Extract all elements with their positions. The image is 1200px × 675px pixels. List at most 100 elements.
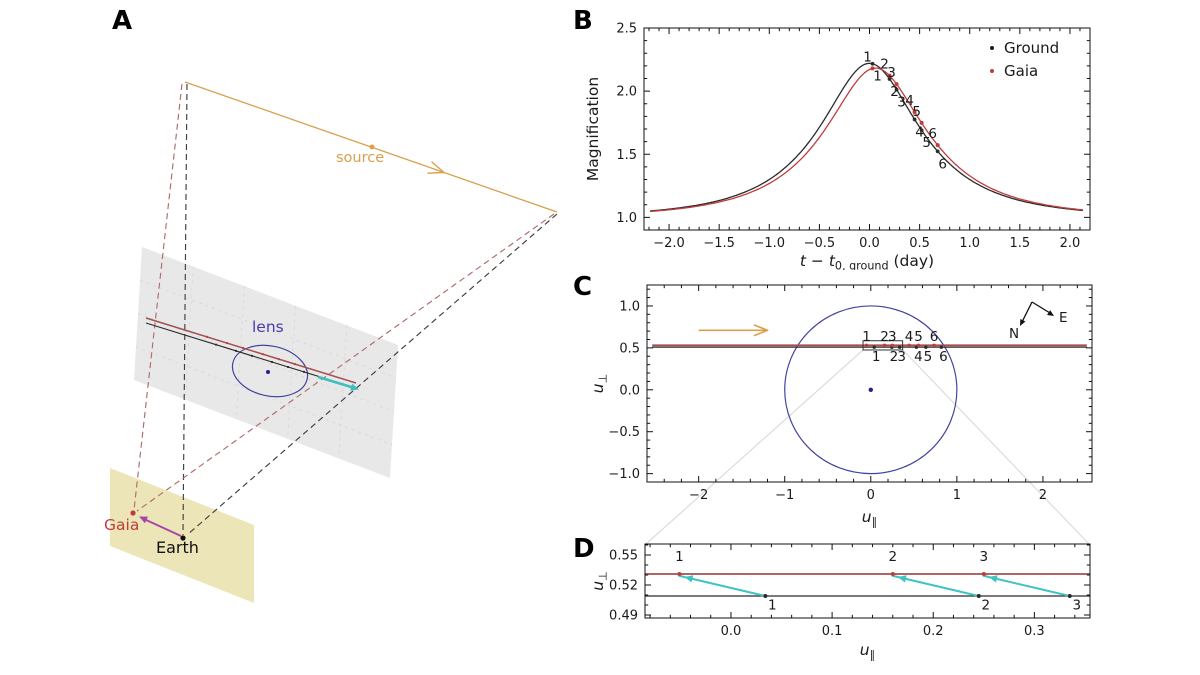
ground-epoch-mark: [234, 349, 238, 352]
x-tick-label: −1.5: [703, 236, 735, 251]
gaia-epoch-number: 3: [887, 65, 896, 81]
lens-label: lens: [252, 318, 284, 336]
x-tick-label: −2.0: [653, 236, 685, 251]
curve-gaia: [649, 67, 1084, 213]
axes-frame: [644, 543, 1091, 619]
x-tick-label: 0: [867, 488, 875, 503]
offset-arrow: [982, 574, 1071, 597]
y-tick-label: 2.5: [616, 22, 637, 37]
gaia-epoch-mark: [293, 363, 297, 366]
x-tick-label: 0.0: [859, 236, 880, 251]
north-arrowhead: [1020, 319, 1026, 326]
y-tick-label: 1.0: [616, 211, 637, 226]
panel-c-trajectory-chart: 1 2 3 4 5 61 2 3 4 5 6 NE−2 −1 0 1 2−1.0−0.50.00.51.0u∥…: [589, 284, 1093, 529]
ground-epoch-dot: [939, 345, 944, 349]
gaia-epoch-number: 2: [880, 329, 889, 345]
gaia-epoch-number: 4: [905, 329, 914, 345]
gaia-epoch-dot: [912, 109, 917, 114]
east-arrow: [1031, 301, 1051, 314]
x-axis-label: u∥: [862, 508, 877, 529]
ground-epoch-number: 6: [939, 349, 948, 365]
gaia-epoch-dot: [919, 120, 924, 125]
ground-epoch-dot: [935, 149, 940, 154]
gaia-epoch-number: 2: [880, 57, 889, 73]
y-tick-label: 1.0: [619, 299, 640, 314]
offset-arrowhead: [684, 575, 694, 583]
x-axis-label: t − t0, ground (day): [800, 252, 934, 270]
gaia-dot: [130, 510, 136, 516]
gaia-epoch-mark: [225, 341, 229, 345]
x-tick-label: 2: [1039, 488, 1047, 503]
sight-line-source-left-gaia: [133, 83, 183, 511]
y-tick-label: 0.52: [609, 579, 638, 594]
y-axis-label: u⊥: [589, 374, 610, 394]
x-tick-label: −1.0: [753, 236, 785, 251]
gaia-epoch-number: 2: [888, 549, 897, 565]
ground-epoch-dot: [872, 345, 876, 349]
earth-gaia-arrow: [143, 518, 182, 537]
B-axes: −2.0 −1.5 −1.0 −0.5 0.0 0.5 1.0 1.5 2.0 1.0 1.5 2.0…: [584, 22, 1091, 270]
east-arrowhead: [1047, 310, 1054, 316]
ground-epoch-dot: [1067, 594, 1072, 598]
grid-line: [184, 266, 194, 400]
parallax-arrow: [317, 375, 354, 389]
source-dot: [369, 144, 375, 150]
ground-epoch-number: 6: [938, 156, 947, 172]
panel-b-light-curve-chart: −2.0 −1.5 −1.0 −0.5 0.0 0.5 1.0 1.5 2.0 1.0 1.5 2.0…: [584, 22, 1091, 270]
ground-epoch-mark: [286, 365, 290, 369]
y-axis-label: Magnification: [584, 77, 602, 181]
source-arrowhead: [431, 161, 445, 174]
gaia-epoch-dot: [890, 343, 895, 348]
x-tick-label: −0.5: [804, 236, 836, 251]
offset-arrow: [891, 574, 979, 597]
x-tick-label: 0.2: [923, 624, 944, 639]
zoom-box: [862, 340, 904, 351]
compass: NE: [1009, 301, 1068, 342]
ground-epoch-number: 4: [914, 349, 923, 365]
sight-line-source-right-earth: [186, 213, 558, 536]
ground-epoch-number: 3: [897, 95, 906, 111]
gaia-epoch-dot: [870, 66, 875, 71]
gaia-epoch-number: 1: [863, 49, 872, 65]
ground-epoch-dot: [870, 61, 875, 66]
ground-epoch-dot: [897, 345, 902, 349]
lens-dot: [868, 387, 873, 392]
x-tick-label: 0.1: [822, 624, 843, 639]
ground-epoch-dot: [763, 594, 768, 598]
y-axis-label: u⊥: [589, 571, 610, 591]
gaia-epoch-dot: [907, 343, 911, 348]
offset-arrowhead: [897, 575, 907, 583]
gaia-epoch-dot: [935, 143, 940, 148]
ground-epoch-mark: [302, 370, 306, 374]
ground-epoch-number: 5: [922, 135, 931, 151]
grid-line: [338, 325, 348, 459]
ground-epoch-dot: [919, 128, 924, 133]
sight-line-source-right-gaia: [136, 213, 555, 512]
gaia-label: Gaia: [104, 516, 140, 534]
einstein-ring: [784, 305, 958, 475]
ground-epoch-dot: [894, 87, 899, 92]
einstein-ring-projection: [231, 344, 309, 398]
legend-marker: [990, 46, 994, 50]
ground-epoch-mark: [214, 343, 218, 346]
x-tick-label: −2: [689, 488, 708, 503]
earth-dot: [180, 535, 186, 541]
legend: Ground Gaia: [990, 39, 1059, 80]
legend-label: Ground: [1004, 39, 1059, 57]
ground-epoch-mark: [250, 354, 254, 357]
ground-epoch-mark: [270, 360, 274, 364]
motion-arrowhead: [753, 324, 769, 332]
gaia-epoch-number: 3: [980, 549, 989, 565]
legend-label: Gaia: [1004, 62, 1038, 80]
source-arrowhead: [427, 171, 445, 174]
x-tick-label: 0.0: [721, 624, 742, 639]
gaia-epoch-number: 6: [930, 329, 939, 345]
x-tick-label: 0.5: [909, 236, 930, 251]
gaia-epoch-dot: [864, 343, 869, 348]
panel-a-geometry-diagram: [110, 81, 558, 603]
offset-arrow: [678, 574, 766, 597]
panel-d-letter: D: [573, 534, 595, 564]
offset-arrowhead: [988, 575, 998, 583]
gaia-epoch-number: 1: [675, 549, 684, 565]
